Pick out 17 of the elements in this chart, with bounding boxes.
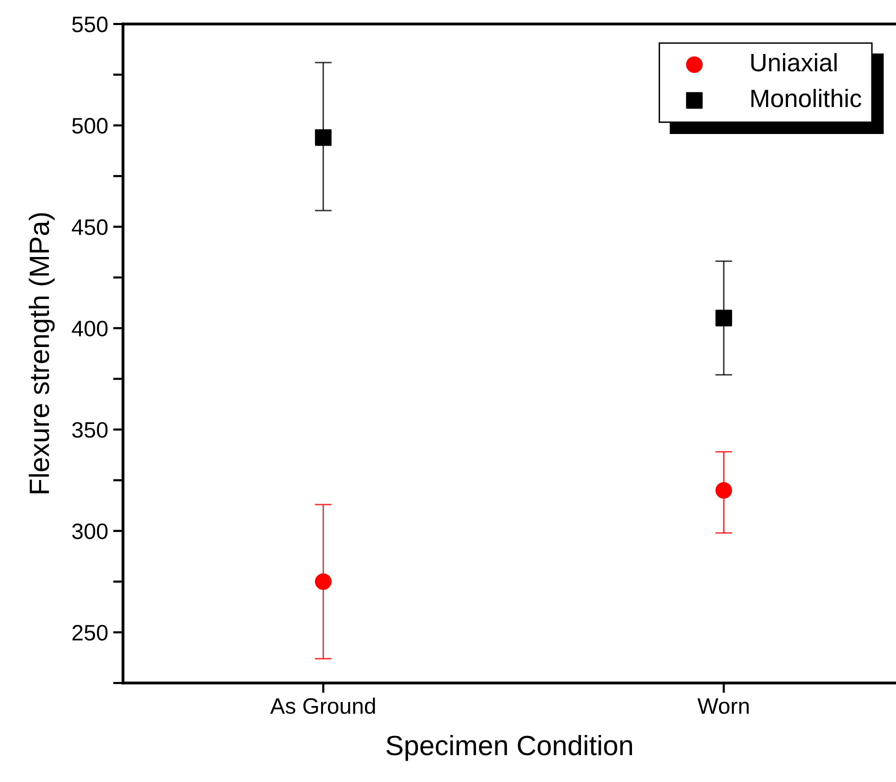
y-tick-label: 400 [72,320,108,336]
y-tick-label: 450 [72,219,108,236]
legend-label: Monolithic [751,88,862,108]
y-tick-label: 500 [72,118,108,134]
legend-label: Uniaxial [751,53,837,72]
point [314,129,332,146]
y-tick-label: 350 [72,422,108,438]
x-tick-label: As Ground [270,698,375,714]
y-tick-label: 550 [72,16,108,32]
y-tick-label: 300 [72,523,108,540]
x-axis-title: Specimen Condition [386,734,632,761]
y-tick-label: 250 [72,624,108,641]
x-tick-label: Worn [698,698,749,714]
y-axis-title: Flexure strength (MPa) [28,213,55,494]
point [715,310,732,326]
point [314,573,332,590]
point [715,482,732,499]
